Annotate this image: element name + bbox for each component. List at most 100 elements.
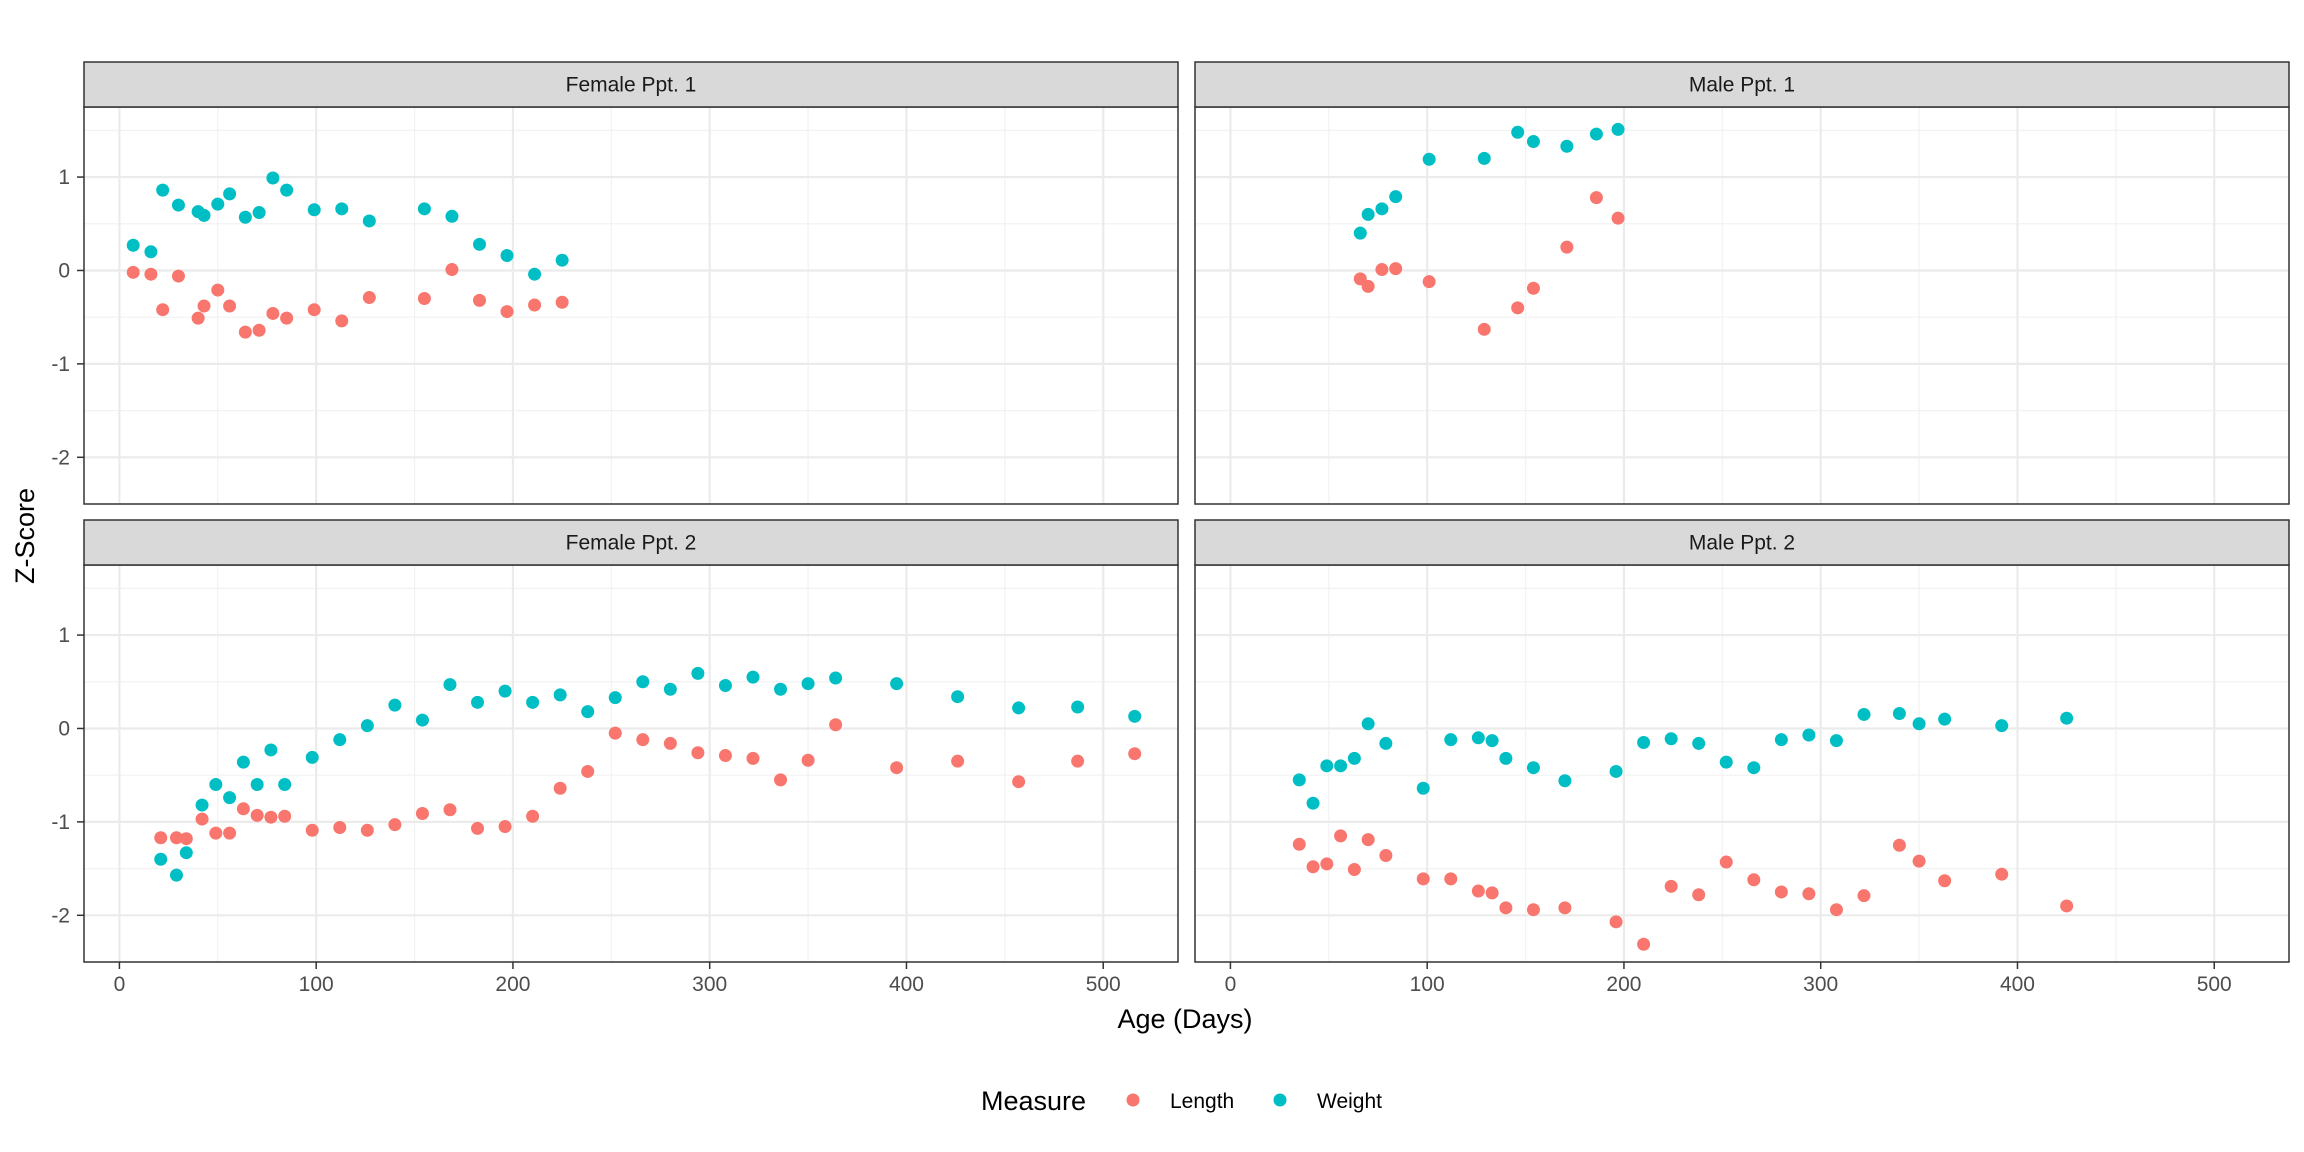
- series-length: [154, 718, 1142, 846]
- data-point-weight: [154, 852, 168, 866]
- data-point-weight: [553, 688, 567, 702]
- data-point-weight: [1938, 712, 1952, 726]
- data-point-length: [471, 821, 485, 835]
- data-point-weight: [1071, 700, 1085, 714]
- data-point-length: [801, 753, 815, 767]
- data-point-length: [500, 305, 514, 319]
- y-tick-label: 0: [58, 717, 70, 740]
- data-point-length: [307, 303, 321, 317]
- data-point-weight: [415, 713, 429, 727]
- data-point-length: [266, 306, 280, 320]
- panel-background: [84, 565, 1178, 962]
- data-point-weight: [264, 743, 278, 757]
- data-point-weight: [1361, 717, 1375, 731]
- data-point-length: [197, 299, 211, 313]
- data-point-length: [1892, 838, 1906, 852]
- x-tick-label: 0: [114, 973, 126, 996]
- data-point-weight: [801, 677, 815, 691]
- data-point-length: [443, 803, 457, 817]
- strip-label: Female Ppt. 2: [566, 532, 697, 555]
- data-point-weight: [746, 670, 760, 684]
- data-point-weight: [171, 198, 185, 212]
- data-point-length: [278, 809, 292, 823]
- data-point-length: [209, 826, 223, 840]
- data-point-weight: [223, 791, 237, 805]
- data-point-length: [1485, 886, 1499, 900]
- data-point-length: [445, 263, 459, 277]
- y-axis-title: Z-Score: [10, 488, 40, 584]
- data-point-length: [1361, 279, 1375, 293]
- data-point-length: [1857, 889, 1871, 903]
- series-weight: [154, 666, 1142, 882]
- data-point-weight: [774, 682, 788, 696]
- data-point-length: [1499, 901, 1513, 915]
- data-point-weight: [238, 210, 252, 224]
- y-tick-label: -2: [51, 904, 70, 927]
- data-point-weight: [1857, 707, 1871, 721]
- data-point-weight: [417, 202, 431, 216]
- x-tick-label: 300: [1803, 973, 1838, 996]
- series-weight: [1292, 707, 2074, 810]
- data-point-weight: [1477, 151, 1491, 165]
- data-point-weight: [1361, 207, 1375, 221]
- data-point-length: [1589, 191, 1603, 205]
- series-length: [1353, 191, 1625, 336]
- points: [154, 666, 1142, 882]
- data-point-length: [238, 325, 252, 339]
- data-point-length: [1611, 211, 1625, 225]
- data-point-length: [223, 299, 237, 313]
- gridlines: [1195, 107, 2289, 505]
- legend-label-length: Length: [1170, 1090, 1234, 1113]
- data-point-length: [211, 283, 225, 297]
- data-point-length: [1416, 872, 1430, 886]
- points: [126, 171, 569, 339]
- x-tick-label: 400: [2000, 973, 2035, 996]
- data-point-weight: [1320, 759, 1334, 773]
- data-point-weight: [126, 238, 140, 252]
- data-point-weight: [1389, 190, 1403, 204]
- strip-label: Male Ppt. 1: [1689, 74, 1795, 97]
- data-point-weight: [211, 197, 225, 211]
- data-point-weight: [636, 675, 650, 689]
- x-tick-label: 500: [1086, 973, 1121, 996]
- data-point-weight: [1637, 735, 1651, 749]
- data-point-weight: [951, 690, 965, 704]
- data-point-weight: [581, 705, 595, 719]
- data-point-length: [179, 832, 193, 846]
- data-point-weight: [1526, 761, 1540, 775]
- data-point-weight: [1306, 796, 1320, 810]
- data-point-length: [1292, 837, 1306, 851]
- data-point-weight: [280, 183, 294, 197]
- data-point-weight: [1353, 226, 1367, 240]
- data-point-length: [498, 820, 512, 834]
- data-point-weight: [829, 671, 843, 685]
- data-point-length: [890, 761, 904, 775]
- data-point-weight: [236, 755, 250, 769]
- data-point-weight: [1511, 125, 1525, 139]
- data-point-weight: [169, 868, 183, 882]
- data-point-length: [1347, 863, 1361, 877]
- data-point-length: [1012, 775, 1026, 789]
- x-tick-label: 400: [889, 973, 924, 996]
- data-point-weight: [333, 733, 347, 747]
- data-point-weight: [1379, 736, 1393, 750]
- strip: [83, 519, 1179, 566]
- data-point-weight: [305, 750, 319, 764]
- data-point-length: [1071, 754, 1085, 768]
- data-point-length: [718, 749, 732, 763]
- data-point-weight: [443, 678, 457, 692]
- data-point-length: [1774, 885, 1788, 899]
- data-point-weight: [663, 682, 677, 696]
- strip-label: Male Ppt. 2: [1689, 532, 1795, 555]
- data-point-length: [1829, 903, 1843, 917]
- data-point-weight: [1802, 728, 1816, 742]
- data-point-weight: [1747, 761, 1761, 775]
- data-point-length: [191, 311, 205, 325]
- data-point-weight: [890, 677, 904, 691]
- data-point-weight: [197, 208, 211, 222]
- data-point-length: [1692, 888, 1706, 902]
- series-length: [126, 263, 569, 339]
- x-tick-label: 500: [2197, 973, 2232, 996]
- data-point-weight: [250, 778, 264, 792]
- data-point-length: [746, 751, 760, 765]
